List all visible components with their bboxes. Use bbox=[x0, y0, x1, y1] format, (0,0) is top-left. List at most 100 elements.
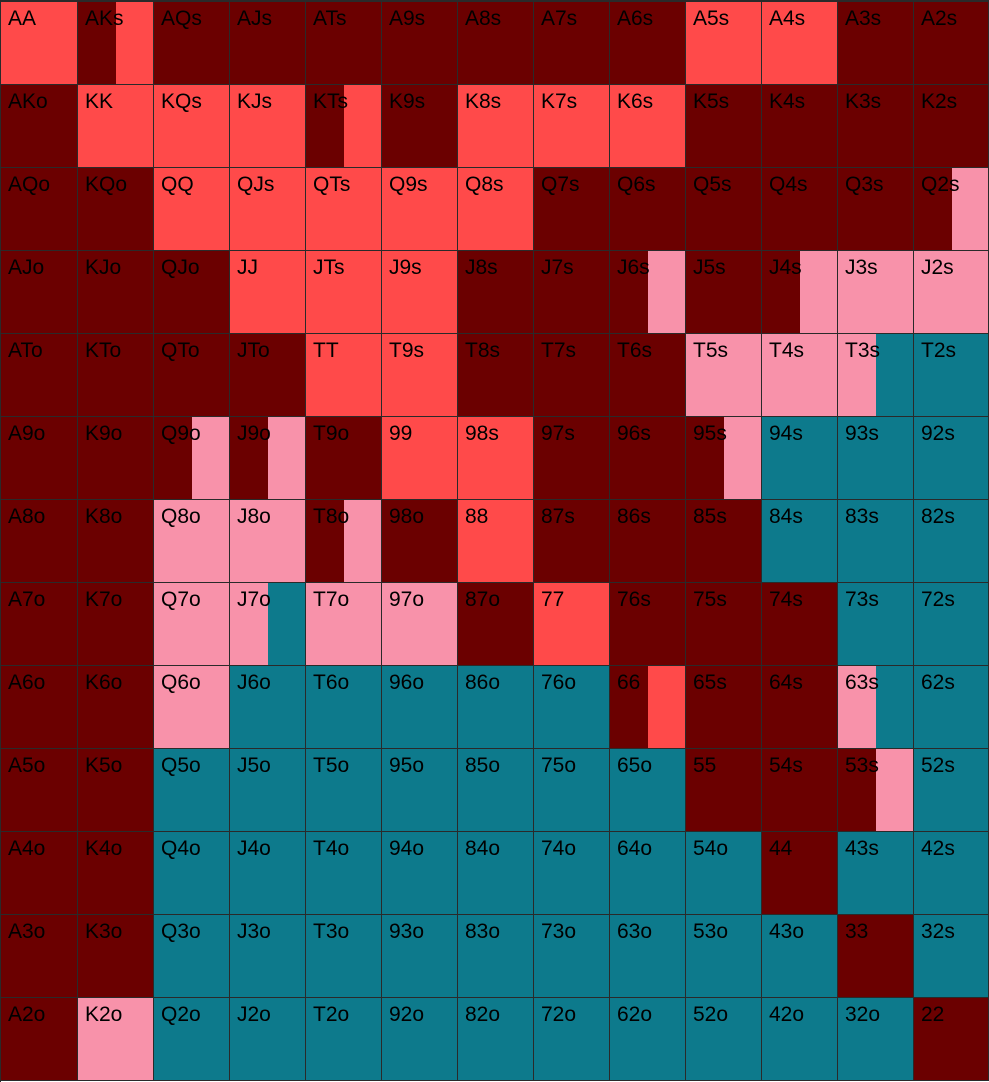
hand-cell[interactable]: K9s bbox=[382, 85, 458, 168]
hand-cell[interactable]: K7s bbox=[534, 85, 610, 168]
hand-cell[interactable]: Q2o bbox=[154, 998, 230, 1081]
hand-cell[interactable]: J7o bbox=[230, 583, 306, 666]
hand-cell[interactable]: 72o bbox=[534, 998, 610, 1081]
hand-cell[interactable]: K9o bbox=[78, 417, 154, 500]
hand-cell[interactable]: 85o bbox=[458, 749, 534, 832]
hand-cell[interactable]: T8s bbox=[458, 334, 534, 417]
hand-cell[interactable]: 82o bbox=[458, 998, 534, 1081]
hand-cell[interactable]: A8s bbox=[458, 2, 534, 85]
hand-cell[interactable]: K3s bbox=[838, 85, 914, 168]
hand-cell[interactable]: K8o bbox=[78, 500, 154, 583]
hand-cell[interactable]: T5o bbox=[306, 749, 382, 832]
hand-cell[interactable]: T4o bbox=[306, 832, 382, 915]
hand-cell[interactable]: 73o bbox=[534, 915, 610, 998]
hand-cell[interactable]: 94o bbox=[382, 832, 458, 915]
hand-cell[interactable]: T9s bbox=[382, 334, 458, 417]
hand-cell[interactable]: J5s bbox=[686, 251, 762, 334]
hand-cell[interactable]: Q6o bbox=[154, 666, 230, 749]
hand-cell[interactable]: 53s bbox=[838, 749, 914, 832]
hand-cell[interactable]: KQo bbox=[78, 168, 154, 251]
hand-cell[interactable]: Q5o bbox=[154, 749, 230, 832]
hand-cell[interactable]: ATs bbox=[306, 2, 382, 85]
hand-cell[interactable]: 43s bbox=[838, 832, 914, 915]
hand-cell[interactable]: T7s bbox=[534, 334, 610, 417]
hand-cell[interactable]: 92s bbox=[914, 417, 989, 500]
hand-cell[interactable]: 96s bbox=[610, 417, 686, 500]
hand-cell[interactable]: Q4o bbox=[154, 832, 230, 915]
hand-cell[interactable]: A5o bbox=[1, 749, 78, 832]
hand-cell[interactable]: 83o bbox=[458, 915, 534, 998]
hand-cell[interactable]: QQ bbox=[154, 168, 230, 251]
hand-cell[interactable]: T7o bbox=[306, 583, 382, 666]
hand-cell[interactable]: 63s bbox=[838, 666, 914, 749]
hand-cell[interactable]: 98s bbox=[458, 417, 534, 500]
hand-cell[interactable]: T2s bbox=[914, 334, 989, 417]
hand-cell[interactable]: Q5s bbox=[686, 168, 762, 251]
hand-cell[interactable]: 62o bbox=[610, 998, 686, 1081]
hand-cell[interactable]: AJo bbox=[1, 251, 78, 334]
hand-cell[interactable]: 84o bbox=[458, 832, 534, 915]
hand-cell[interactable]: Q8o bbox=[154, 500, 230, 583]
hand-cell[interactable]: A5s bbox=[686, 2, 762, 85]
hand-cell[interactable]: Q3s bbox=[838, 168, 914, 251]
hand-cell[interactable]: 53o bbox=[686, 915, 762, 998]
hand-cell[interactable]: T3s bbox=[838, 334, 914, 417]
hand-cell[interactable]: KTo bbox=[78, 334, 154, 417]
hand-cell[interactable]: 43o bbox=[762, 915, 838, 998]
hand-cell[interactable]: Q8s bbox=[458, 168, 534, 251]
hand-cell[interactable]: KTs bbox=[306, 85, 382, 168]
hand-cell[interactable]: A6s bbox=[610, 2, 686, 85]
hand-cell[interactable]: J5o bbox=[230, 749, 306, 832]
hand-cell[interactable]: 72s bbox=[914, 583, 989, 666]
hand-cell[interactable]: 76o bbox=[534, 666, 610, 749]
hand-cell[interactable]: A9s bbox=[382, 2, 458, 85]
hand-cell[interactable]: 32o bbox=[838, 998, 914, 1081]
hand-cell[interactable]: AA bbox=[1, 2, 78, 85]
hand-cell[interactable]: AJs bbox=[230, 2, 306, 85]
hand-cell[interactable]: K2s bbox=[914, 85, 989, 168]
hand-cell[interactable]: AKs bbox=[78, 2, 154, 85]
hand-cell[interactable]: A4o bbox=[1, 832, 78, 915]
hand-cell[interactable]: 99 bbox=[382, 417, 458, 500]
hand-cell[interactable]: 42s bbox=[914, 832, 989, 915]
hand-cell[interactable]: K6s bbox=[610, 85, 686, 168]
hand-cell[interactable]: 65s bbox=[686, 666, 762, 749]
hand-cell[interactable]: 95s bbox=[686, 417, 762, 500]
hand-cell[interactable]: 75s bbox=[686, 583, 762, 666]
hand-cell[interactable]: 65o bbox=[610, 749, 686, 832]
hand-cell[interactable]: 85s bbox=[686, 500, 762, 583]
hand-cell[interactable]: 52s bbox=[914, 749, 989, 832]
hand-cell[interactable]: QTs bbox=[306, 168, 382, 251]
hand-cell[interactable]: 63o bbox=[610, 915, 686, 998]
hand-cell[interactable]: 66 bbox=[610, 666, 686, 749]
hand-cell[interactable]: TT bbox=[306, 334, 382, 417]
hand-cell[interactable]: 55 bbox=[686, 749, 762, 832]
hand-cell[interactable]: J7s bbox=[534, 251, 610, 334]
hand-cell[interactable]: J4o bbox=[230, 832, 306, 915]
hand-cell[interactable]: Q4s bbox=[762, 168, 838, 251]
hand-cell[interactable]: 92o bbox=[382, 998, 458, 1081]
hand-cell[interactable]: ATo bbox=[1, 334, 78, 417]
hand-cell[interactable]: 98o bbox=[382, 500, 458, 583]
hand-cell[interactable]: KK bbox=[78, 85, 154, 168]
hand-cell[interactable]: K8s bbox=[458, 85, 534, 168]
hand-cell[interactable]: 44 bbox=[762, 832, 838, 915]
hand-cell[interactable]: 74o bbox=[534, 832, 610, 915]
hand-cell[interactable]: Q7s bbox=[534, 168, 610, 251]
hand-cell[interactable]: 33 bbox=[838, 915, 914, 998]
hand-cell[interactable]: A7o bbox=[1, 583, 78, 666]
hand-cell[interactable]: KQs bbox=[154, 85, 230, 168]
hand-cell[interactable]: A4s bbox=[762, 2, 838, 85]
hand-cell[interactable]: 96o bbox=[382, 666, 458, 749]
hand-cell[interactable]: Q2s bbox=[914, 168, 989, 251]
hand-cell[interactable]: J9o bbox=[230, 417, 306, 500]
hand-cell[interactable]: KJo bbox=[78, 251, 154, 334]
hand-cell[interactable]: 88 bbox=[458, 500, 534, 583]
hand-cell[interactable]: A3o bbox=[1, 915, 78, 998]
hand-cell[interactable]: J8o bbox=[230, 500, 306, 583]
hand-cell[interactable]: JTo bbox=[230, 334, 306, 417]
hand-cell[interactable]: 76s bbox=[610, 583, 686, 666]
hand-cell[interactable]: 93s bbox=[838, 417, 914, 500]
hand-cell[interactable]: 62s bbox=[914, 666, 989, 749]
hand-cell[interactable]: 82s bbox=[914, 500, 989, 583]
